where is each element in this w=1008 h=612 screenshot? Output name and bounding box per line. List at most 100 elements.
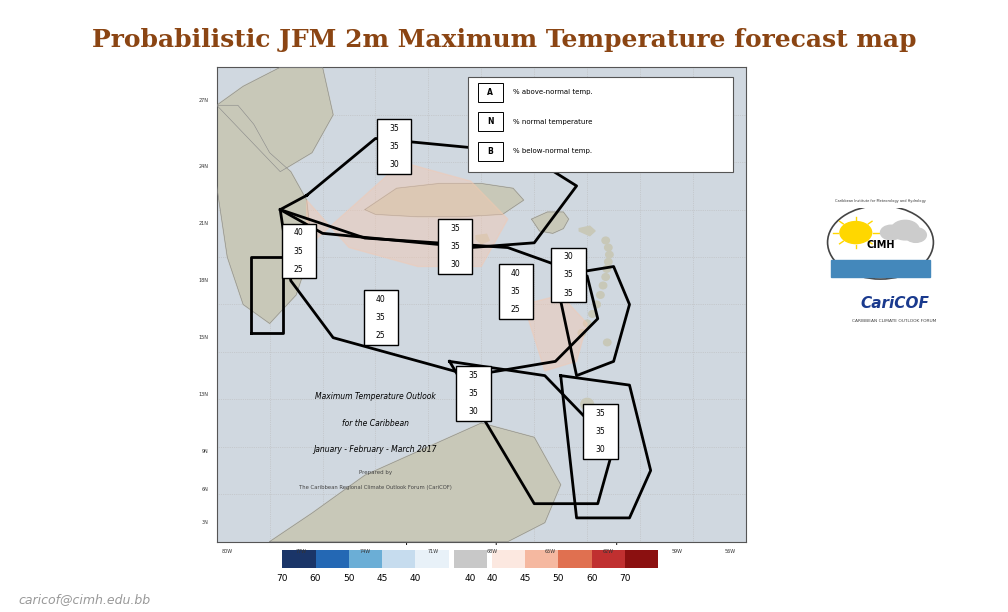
Text: 18N: 18N xyxy=(199,278,209,283)
Text: % normal temperature: % normal temperature xyxy=(513,119,593,125)
Bar xyxy=(499,264,533,319)
Text: B: B xyxy=(488,147,493,156)
Text: 60: 60 xyxy=(586,574,598,583)
Text: % above-normal temp.: % above-normal temp. xyxy=(513,89,593,95)
Circle shape xyxy=(581,398,594,410)
Text: CariCOF: CariCOF xyxy=(860,296,929,311)
Polygon shape xyxy=(365,184,524,217)
Text: 59W: 59W xyxy=(671,549,682,554)
FancyBboxPatch shape xyxy=(415,550,449,568)
Text: Probability (%) of Most Likely Category: Probability (%) of Most Likely Category xyxy=(379,507,609,520)
Polygon shape xyxy=(217,67,333,171)
Text: 74W: 74W xyxy=(359,549,371,554)
FancyBboxPatch shape xyxy=(525,550,558,568)
Circle shape xyxy=(605,244,612,251)
Text: Above normal temp.: Above normal temp. xyxy=(525,535,625,545)
Bar xyxy=(832,260,930,277)
Text: 25: 25 xyxy=(376,331,386,340)
Text: 9N: 9N xyxy=(202,449,209,454)
Circle shape xyxy=(840,222,872,244)
Text: 35: 35 xyxy=(563,288,574,297)
Text: 45: 45 xyxy=(519,574,531,583)
Bar xyxy=(437,219,472,274)
Text: 35: 35 xyxy=(563,271,574,279)
Text: 45: 45 xyxy=(376,574,388,583)
Bar xyxy=(457,366,491,420)
FancyBboxPatch shape xyxy=(492,550,525,568)
Text: CIMH: CIMH xyxy=(866,240,895,250)
Text: 56W: 56W xyxy=(725,549,736,554)
Bar xyxy=(377,119,411,174)
Text: 70: 70 xyxy=(619,574,631,583)
Text: Maximum Temperature Outlook: Maximum Temperature Outlook xyxy=(316,392,435,401)
Text: January - February - March 2017: January - February - March 2017 xyxy=(313,445,437,453)
Text: 6N: 6N xyxy=(202,487,209,492)
FancyBboxPatch shape xyxy=(282,550,316,568)
Text: 15N: 15N xyxy=(199,335,209,340)
Circle shape xyxy=(602,237,610,244)
Text: 30: 30 xyxy=(389,160,399,170)
Polygon shape xyxy=(269,423,560,542)
Polygon shape xyxy=(524,295,587,371)
Text: 35: 35 xyxy=(389,124,399,133)
Text: Prepared by: Prepared by xyxy=(359,471,392,476)
Text: A: A xyxy=(488,88,493,97)
Text: 25: 25 xyxy=(511,305,520,314)
Circle shape xyxy=(891,220,919,240)
Bar xyxy=(551,247,586,302)
Circle shape xyxy=(593,301,601,308)
Circle shape xyxy=(579,330,586,336)
Text: 70: 70 xyxy=(276,574,288,583)
Text: 35: 35 xyxy=(450,242,460,251)
Text: 30: 30 xyxy=(596,445,605,454)
Text: 35: 35 xyxy=(376,313,386,322)
Text: 40: 40 xyxy=(465,574,476,583)
Text: 35: 35 xyxy=(389,142,399,151)
Circle shape xyxy=(604,339,611,346)
Text: 30: 30 xyxy=(469,407,478,416)
Text: for the Caribbean: for the Caribbean xyxy=(342,419,409,428)
Text: 35: 35 xyxy=(511,287,520,296)
FancyBboxPatch shape xyxy=(592,550,625,568)
Text: The Caribbean Regional Climate Outlook Forum (CariCOF): The Caribbean Regional Climate Outlook F… xyxy=(299,485,452,490)
FancyBboxPatch shape xyxy=(454,550,487,568)
Polygon shape xyxy=(580,226,595,236)
FancyBboxPatch shape xyxy=(625,550,658,568)
Polygon shape xyxy=(476,234,489,244)
Text: 24N: 24N xyxy=(199,165,209,170)
Text: 40: 40 xyxy=(511,269,520,278)
FancyBboxPatch shape xyxy=(316,550,349,568)
Text: 80W: 80W xyxy=(222,549,233,554)
Text: 40: 40 xyxy=(486,574,498,583)
Text: 71W: 71W xyxy=(428,549,439,554)
Text: 13N: 13N xyxy=(199,392,209,397)
Text: 50: 50 xyxy=(343,574,355,583)
Text: % below-normal temp.: % below-normal temp. xyxy=(513,148,592,154)
FancyBboxPatch shape xyxy=(349,550,382,568)
Text: 40: 40 xyxy=(294,228,303,237)
Text: N: N xyxy=(487,118,494,126)
Text: 60: 60 xyxy=(309,574,322,583)
Circle shape xyxy=(584,320,591,327)
Text: 40: 40 xyxy=(409,574,421,583)
Text: 30: 30 xyxy=(563,252,574,261)
Text: CARIBBEAN CLIMATE OUTLOOK FORUM: CARIBBEAN CLIMATE OUTLOOK FORUM xyxy=(853,319,936,323)
Polygon shape xyxy=(306,162,508,267)
Bar xyxy=(478,113,503,132)
Text: 35: 35 xyxy=(294,247,303,256)
Polygon shape xyxy=(531,212,569,233)
Text: 62W: 62W xyxy=(603,549,614,554)
Circle shape xyxy=(881,225,901,240)
FancyBboxPatch shape xyxy=(558,550,592,568)
Text: 35: 35 xyxy=(469,389,478,398)
Circle shape xyxy=(606,252,613,258)
Text: 40: 40 xyxy=(376,295,386,304)
Circle shape xyxy=(602,274,610,280)
Circle shape xyxy=(589,311,596,317)
Polygon shape xyxy=(217,105,312,323)
Text: 35: 35 xyxy=(469,371,478,379)
Text: 21N: 21N xyxy=(199,222,209,226)
Text: 35: 35 xyxy=(596,409,605,417)
Bar xyxy=(478,83,503,102)
Text: 35: 35 xyxy=(450,224,460,233)
